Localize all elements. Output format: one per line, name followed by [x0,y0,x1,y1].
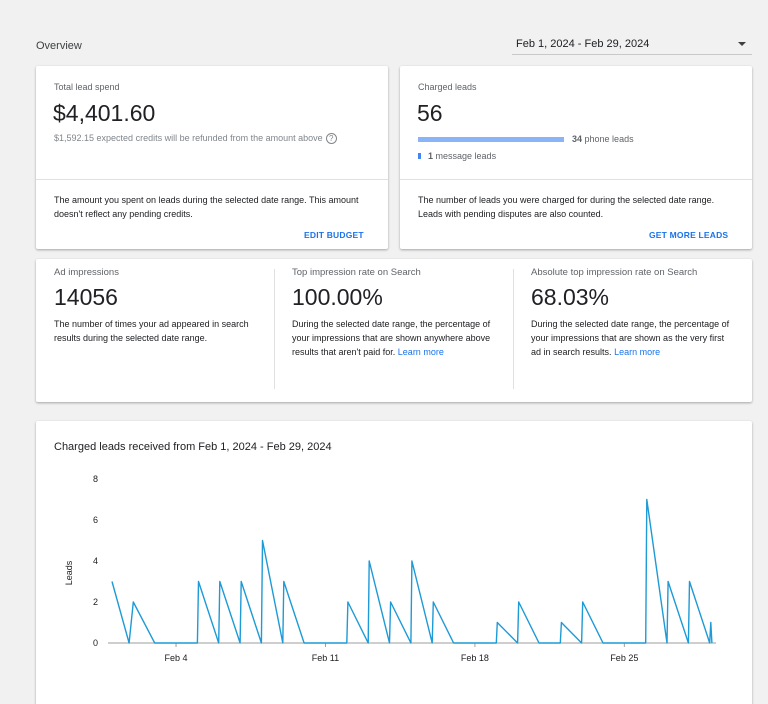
spend-value: $4,401.60 [53,100,156,126]
chevron-down-icon [738,42,746,46]
metric-value: 68.03% [531,284,610,310]
metric-top-impression-rate: Top impression rate on Search 100.00% Du… [292,267,492,359]
learn-more-link[interactable]: Learn more [614,347,661,357]
y-tick-label: 8 [93,474,98,484]
y-tick-label: 2 [93,597,98,607]
get-more-leads-link[interactable]: GET MORE LEADS [649,230,729,240]
metric-label: Absolute top impression rate on Search [531,267,698,278]
divider [513,269,514,389]
divider [400,179,752,180]
credits-note-text: $1,592.15 expected credits will be refun… [54,133,323,143]
leads-label: Charged leads [418,82,477,92]
message-leads-count: 1 [428,151,434,161]
metric-label: Ad impressions [54,267,119,278]
leads-card: Charged leads 56 34 phone leads 1 messag… [400,66,752,249]
chart-title: Charged leads received from Feb 1, 2024 … [54,441,332,453]
credits-note: $1,592.15 expected credits will be refun… [54,133,337,145]
metric-description-text: During the selected date range, the perc… [531,319,730,357]
metric-label: Top impression rate on Search [292,267,421,278]
spend-description: The amount you spent on leads during the… [54,195,359,219]
chart-card: Charged leads received from Feb 1, 2024 … [36,421,752,704]
date-range-select[interactable]: Feb 1, 2024 - Feb 29, 2024 [512,31,752,55]
x-tick-label: Feb 25 [610,653,638,663]
y-axis-label: Leads [64,560,74,585]
y-tick-label: 4 [93,556,98,566]
metric-value: 14056 [54,284,118,310]
message-leads-bar [418,153,421,159]
metric-description: During the selected date range, the perc… [292,317,492,359]
metric-ad-impressions: Ad impressions 14056 The number of times… [54,267,254,345]
learn-more-link[interactable]: Learn more [397,347,444,357]
message-leads-label: message leads [435,151,497,161]
divider [36,179,388,180]
phone-leads-bar [418,137,564,142]
leads-series-line [111,498,713,644]
overview-label: Overview [36,40,82,52]
message-leads-text: 1 message leads [428,151,496,161]
y-tick-label: 0 [93,638,98,648]
phone-leads-label: phone leads [584,134,634,144]
leads-description: The number of leads you were charged for… [418,195,715,219]
metric-value: 100.00% [292,284,383,310]
metrics-card: Ad impressions 14056 The number of times… [36,259,752,402]
x-tick-label: Feb 4 [165,653,188,663]
date-range-value: Feb 1, 2024 - Feb 29, 2024 [516,38,650,50]
spend-card: Total lead spend $4,401.60 $1,592.15 exp… [36,66,388,249]
edit-budget-link[interactable]: EDIT BUDGET [304,230,364,240]
leads-value: 56 [417,100,443,126]
metric-description: During the selected date range, the perc… [531,317,736,359]
phone-leads-count: 34 [572,134,583,144]
metric-description-text: During the selected date range, the perc… [292,319,491,357]
help-icon[interactable]: ? [325,133,337,145]
x-tick-label: Feb 18 [461,653,489,663]
x-tick-label: Feb 11 [312,653,339,663]
metric-absolute-top-impression-rate: Absolute top impression rate on Search 6… [531,267,736,359]
y-tick-label: 6 [93,515,98,525]
spend-label: Total lead spend [54,82,120,92]
divider [274,269,275,389]
metric-description: The number of times your ad appeared in … [54,319,249,343]
leads-line-chart: Leads 0 2 4 6 8 Feb 4 Feb 11 Feb 18 Feb 25 [64,474,716,663]
phone-leads-text: 34 phone leads [572,134,634,144]
